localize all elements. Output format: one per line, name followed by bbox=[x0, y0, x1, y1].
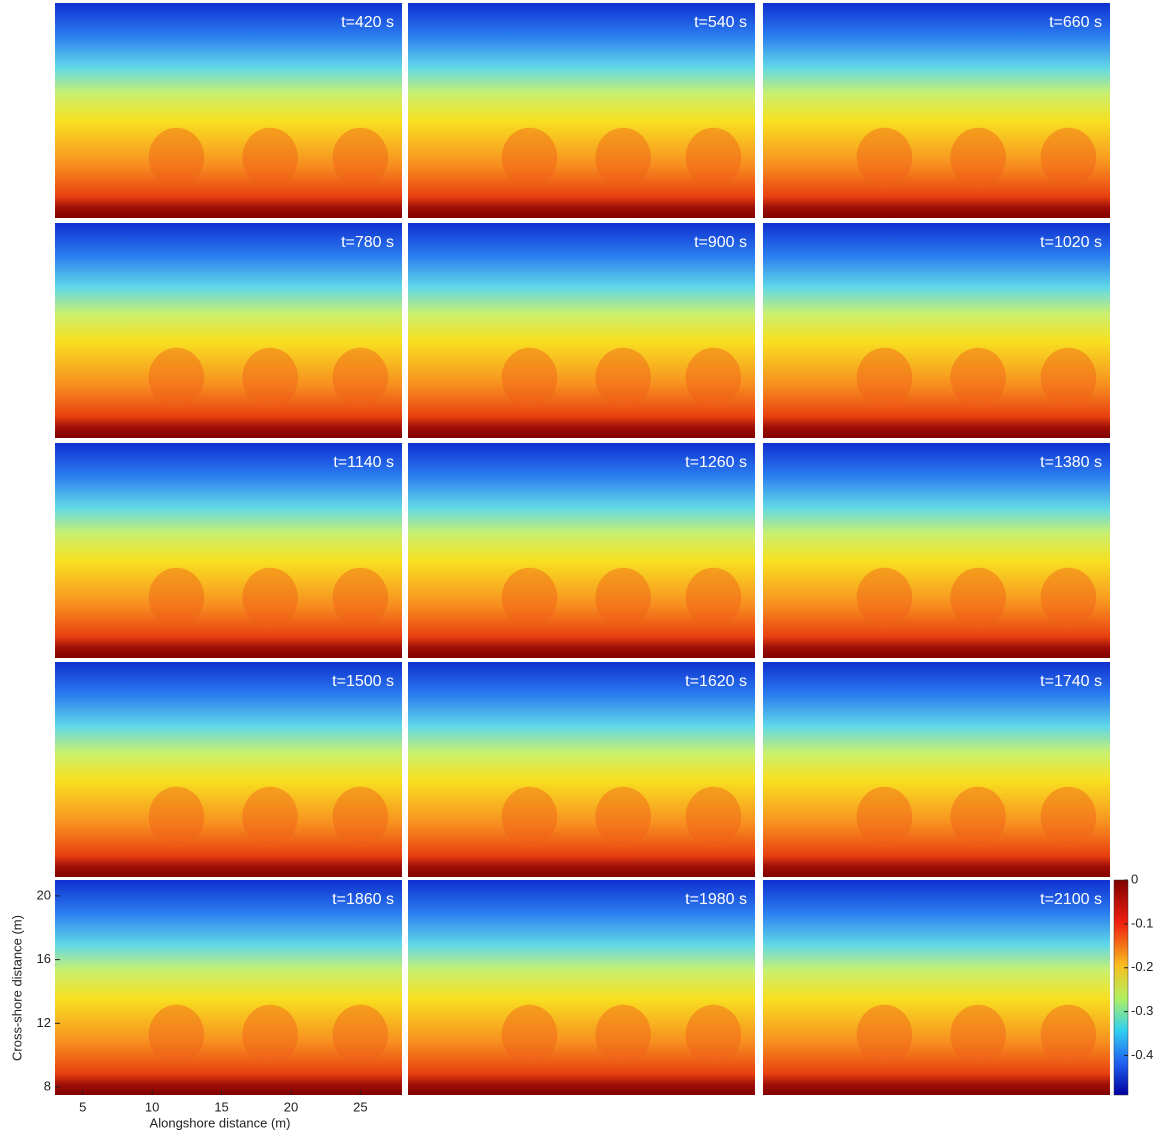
heatmap-panel bbox=[55, 880, 402, 1095]
red-patch bbox=[857, 348, 913, 408]
heatmap-panel bbox=[408, 662, 755, 877]
colorbar-tick-label: -0.3 bbox=[1131, 1003, 1153, 1018]
red-patch bbox=[950, 348, 1006, 408]
red-patch bbox=[857, 787, 913, 847]
red-patch bbox=[149, 787, 205, 847]
red-patch bbox=[242, 348, 298, 408]
red-patch bbox=[686, 128, 742, 188]
red-patch bbox=[857, 568, 913, 628]
colorbar-tick-label: -0.2 bbox=[1131, 959, 1153, 974]
x-tick-label: 20 bbox=[284, 1099, 298, 1114]
heatmap-panel bbox=[763, 223, 1110, 438]
red-patch bbox=[595, 787, 651, 847]
red-patch bbox=[857, 128, 913, 188]
heatmap-panel bbox=[408, 223, 755, 438]
red-patch bbox=[595, 568, 651, 628]
y-tick-label: 12 bbox=[37, 1015, 51, 1030]
colorbar-tick-label: -0.4 bbox=[1131, 1047, 1153, 1062]
colorbar-tick-label: -0.1 bbox=[1131, 915, 1153, 930]
panel-label: t=540 s bbox=[694, 14, 747, 31]
y-tick-label: 20 bbox=[37, 887, 51, 902]
red-patch bbox=[1041, 568, 1097, 628]
red-patch bbox=[333, 128, 389, 188]
panel-label: t=1620 s bbox=[685, 673, 747, 690]
red-patch bbox=[149, 128, 205, 188]
red-patch bbox=[595, 1005, 651, 1065]
y-tick-label: 8 bbox=[44, 1078, 51, 1093]
red-patch bbox=[857, 1005, 913, 1065]
red-patch bbox=[502, 348, 558, 408]
heatmap-panel bbox=[55, 662, 402, 877]
heatmap-panel bbox=[408, 880, 755, 1095]
red-patch bbox=[333, 348, 389, 408]
red-patch bbox=[686, 568, 742, 628]
red-patch bbox=[595, 348, 651, 408]
panel-label: t=660 s bbox=[1049, 14, 1102, 31]
red-patch bbox=[242, 568, 298, 628]
panel-label: t=1860 s bbox=[332, 891, 394, 908]
red-patch bbox=[686, 348, 742, 408]
red-patch bbox=[242, 1005, 298, 1065]
red-patch bbox=[149, 568, 205, 628]
red-patch bbox=[502, 1005, 558, 1065]
panel-label: t=2100 s bbox=[1040, 891, 1102, 908]
heatmap-panel bbox=[763, 3, 1110, 218]
red-patch bbox=[1041, 128, 1097, 188]
red-patch bbox=[1041, 348, 1097, 408]
red-patch bbox=[242, 128, 298, 188]
red-patch bbox=[333, 1005, 389, 1065]
panel-label: t=1380 s bbox=[1040, 454, 1102, 471]
red-patch bbox=[686, 1005, 742, 1065]
colorbar bbox=[1114, 880, 1128, 1095]
red-patch bbox=[1041, 787, 1097, 847]
heatmap-panel bbox=[763, 662, 1110, 877]
red-patch bbox=[950, 787, 1006, 847]
panel-label: t=1260 s bbox=[685, 454, 747, 471]
y-tick-label: 16 bbox=[37, 951, 51, 966]
heatmap-panel bbox=[408, 3, 755, 218]
y-axis-label: Cross-shore distance (m) bbox=[9, 915, 24, 1061]
x-tick-label: 10 bbox=[145, 1099, 159, 1114]
red-patch bbox=[242, 787, 298, 847]
x-axis-label: Alongshore distance (m) bbox=[150, 1115, 291, 1130]
panel-label: t=900 s bbox=[694, 234, 747, 251]
panel-label: t=780 s bbox=[341, 234, 394, 251]
red-patch bbox=[950, 128, 1006, 188]
red-patch bbox=[149, 348, 205, 408]
panel-label: t=1740 s bbox=[1040, 673, 1102, 690]
red-patch bbox=[950, 568, 1006, 628]
heatmap-panel bbox=[55, 223, 402, 438]
panel-label: t=420 s bbox=[341, 14, 394, 31]
figure: t=420 s t=540 s t=660 s t=780 s t=900 s t=102… bbox=[0, 0, 1163, 1135]
heatmap-panel bbox=[763, 880, 1110, 1095]
panel-label: t=1020 s bbox=[1040, 234, 1102, 251]
panels: t=420 s t=540 s t=660 s t=780 s t=900 s t=102… bbox=[55, 3, 1110, 1095]
panel-label: t=1140 s bbox=[333, 454, 394, 471]
heatmap-panel bbox=[408, 443, 755, 658]
red-patch bbox=[502, 568, 558, 628]
red-patch bbox=[595, 128, 651, 188]
panel-label: t=1980 s bbox=[685, 891, 747, 908]
red-patch bbox=[502, 128, 558, 188]
heatmap-panel bbox=[55, 443, 402, 658]
colorbar-tick-label: 0 bbox=[1131, 871, 1138, 886]
x-tick-label: 25 bbox=[353, 1099, 367, 1114]
heatmap-panel bbox=[55, 3, 402, 218]
x-tick-label: 5 bbox=[79, 1099, 86, 1114]
red-patch bbox=[333, 568, 389, 628]
panel-label: t=1500 s bbox=[332, 673, 394, 690]
red-patch bbox=[149, 1005, 205, 1065]
x-tick-label: 15 bbox=[214, 1099, 228, 1114]
red-patch bbox=[950, 1005, 1006, 1065]
heatmap-panel bbox=[763, 443, 1110, 658]
red-patch bbox=[1041, 1005, 1097, 1065]
red-patch bbox=[686, 787, 742, 847]
red-patch bbox=[502, 787, 558, 847]
red-patch bbox=[333, 787, 389, 847]
